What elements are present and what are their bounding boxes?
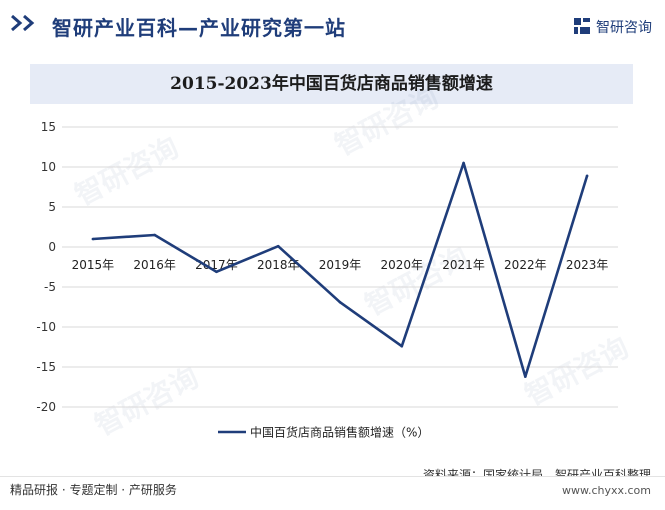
data-point: [585, 174, 589, 178]
y-tick-label: 15: [41, 120, 56, 134]
data-point: [91, 237, 95, 241]
y-tick-label: -15: [36, 360, 56, 374]
chevron-right-icon: [11, 14, 35, 32]
data-point: [462, 161, 465, 165]
chart-title-band: 2015-2023年中国百货店商品销售额增速: [30, 64, 633, 104]
y-tick-label: -10: [36, 320, 56, 334]
x-tick-label: 2018年: [257, 258, 300, 272]
footer-bar: [0, 476, 665, 510]
y-tick-label: 10: [41, 160, 56, 174]
y-tick-label: -20: [36, 400, 56, 414]
x-tick-label: 2019年: [319, 258, 362, 272]
x-tick-label: 2016年: [133, 258, 176, 272]
brand-name: 智研咨询: [596, 20, 652, 36]
chart-title: 2015-2023年中国百货店商品销售额增速: [170, 74, 493, 94]
data-point: [215, 270, 218, 274]
website-url: www.chyxx.com: [561, 484, 651, 497]
data-point: [338, 300, 342, 304]
y-tick-label: -5: [44, 280, 56, 294]
legend-label: 中国百货店商品销售额增速（%）: [250, 425, 429, 440]
site-title: 智研产业百科—产业研究第一站: [52, 16, 346, 40]
x-tick-label: 2020年: [381, 258, 424, 272]
data-point: [400, 344, 404, 348]
header-bar: 智研产业百科—产业研究第一站 智研咨询: [0, 0, 665, 50]
data-point: [524, 375, 527, 378]
y-tick-label: 5: [48, 200, 56, 214]
x-tick-label: 2021年: [442, 258, 485, 272]
x-tick-label: 2022年: [504, 258, 547, 272]
footer-services: 精品研报 · 专题定制 · 产研服务: [10, 483, 177, 497]
x-tick-label: 2015年: [72, 258, 115, 272]
y-tick-label: 0: [48, 240, 56, 254]
data-point: [153, 233, 156, 237]
x-tick-label: 2023年: [566, 258, 609, 272]
data-point: [276, 244, 280, 248]
brand-logo-icon: [574, 18, 590, 34]
